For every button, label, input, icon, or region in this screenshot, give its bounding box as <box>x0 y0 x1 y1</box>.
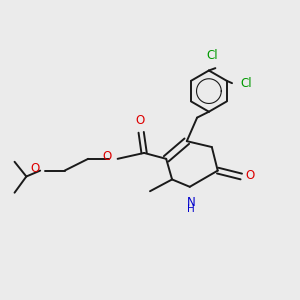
Text: O: O <box>103 150 112 163</box>
Text: O: O <box>135 114 144 127</box>
Text: Cl: Cl <box>206 49 218 62</box>
Text: H: H <box>187 204 195 214</box>
Text: Cl: Cl <box>240 77 252 90</box>
Text: N: N <box>187 196 196 208</box>
Text: O: O <box>30 162 40 175</box>
Text: O: O <box>246 169 255 182</box>
